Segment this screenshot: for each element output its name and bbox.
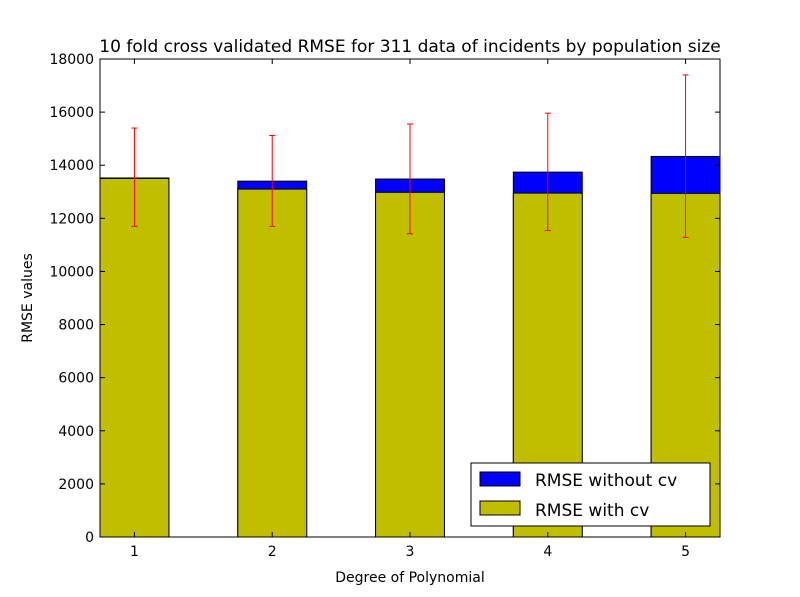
y-tick-label-16000: 16000 [49,105,94,121]
legend: RMSE without cv RMSE with cv [470,462,711,527]
error-bars [131,74,689,238]
bar-with-cv-2 [237,188,308,538]
x-tick-label-2: 2 [268,544,277,560]
x-ticks: 1 2 3 4 5 [130,59,690,560]
y-tick-label-2000: 2000 [58,477,94,493]
x-tick-label-3: 3 [406,544,415,560]
legend-label-with-cv: RMSE with cv [535,501,649,521]
y-tick-label-18000: 18000 [49,52,94,68]
y-tick-label-12000: 12000 [49,211,94,227]
y-ticks: 0 2000 4000 6000 8000 10000 12000 14000 16000 180… [49,52,720,546]
legend-swatch-without-cv [479,471,521,487]
x-tick-label-1: 1 [130,544,139,560]
bar-with-cv-3 [375,191,445,538]
chart-title: 10 fold cross validated RMSE for 311 dat… [99,37,720,57]
x-tick-label-5: 5 [681,544,690,560]
y-tick-label-6000: 6000 [58,371,94,387]
y-tick-label-10000: 10000 [49,264,94,280]
y-tick-label-14000: 14000 [49,158,94,174]
legend-label-without-cv: RMSE without cv [535,471,677,491]
y-tick-label-0: 0 [85,530,94,546]
bar-with-cv-1 [99,178,170,538]
y-tick-label-8000: 8000 [58,318,94,334]
x-axis-label: Degree of Polynomial [335,570,484,586]
legend-swatch-with-cv [479,500,521,516]
y-tick-label-4000: 4000 [58,424,94,440]
x-tick-label-4: 4 [543,544,552,560]
y-axis-label: RMSE values [20,253,36,343]
